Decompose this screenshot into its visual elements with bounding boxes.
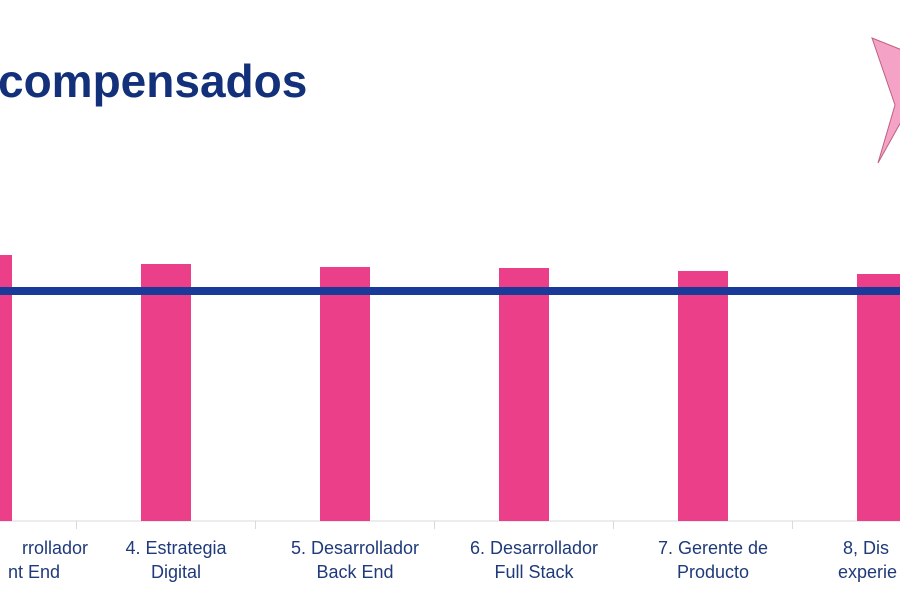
chart-title: compensados — [0, 55, 307, 107]
x-tick-label: 6. Desarrollador — [470, 538, 598, 558]
x-tick-label: rrollador — [22, 538, 88, 558]
bar — [857, 274, 900, 521]
x-tick-label: 7. Gerente de — [658, 538, 768, 558]
x-tick-label: Full Stack — [494, 562, 574, 582]
x-tick-label: 4. Estrategia — [125, 538, 227, 558]
x-tick-label: nt End — [8, 562, 60, 582]
bar — [678, 271, 728, 521]
x-tick-label: Digital — [151, 562, 201, 582]
x-tick-label: experie — [838, 562, 897, 582]
x-tick-label: 8, Dis — [843, 538, 889, 558]
x-tick-label: Producto — [677, 562, 749, 582]
bar — [141, 264, 191, 521]
decoration-star — [871, 37, 900, 164]
bar — [320, 267, 370, 521]
x-tick-label: Back End — [316, 562, 393, 582]
x-tick-label: 5. Desarrollador — [291, 538, 419, 558]
bar — [499, 268, 549, 521]
bar — [0, 255, 12, 521]
